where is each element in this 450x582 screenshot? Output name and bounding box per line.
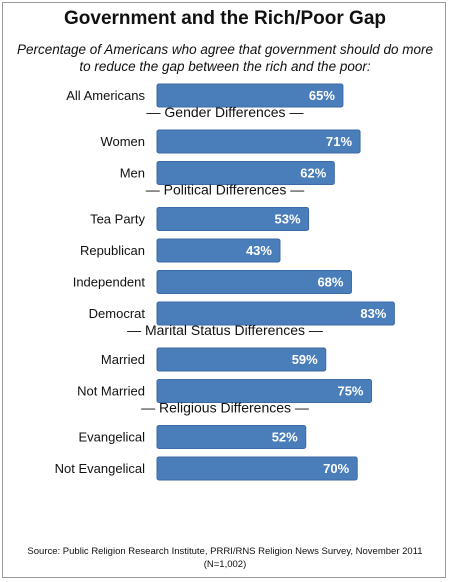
value-label-independent: 68% xyxy=(317,275,343,290)
bar-men xyxy=(156,161,335,185)
category-label-not-evangelical: Not Evangelical xyxy=(55,461,145,476)
section-label-marital-status-differences: — Marital Status Differences — xyxy=(127,322,323,338)
value-label-women: 71% xyxy=(326,134,352,149)
bar-democrat xyxy=(156,301,395,326)
category-label-democrat: Democrat xyxy=(89,306,146,321)
category-label-evangelical: Evangelical xyxy=(79,430,146,445)
bar-republican xyxy=(156,238,281,263)
section-label-religious-differences: — Religious Differences — xyxy=(141,400,309,416)
bar-not-evangelical xyxy=(156,456,358,481)
category-label-all-americans: All Americans xyxy=(66,88,145,103)
value-label-all-americans: 65% xyxy=(309,88,335,103)
chart-subtitle: Percentage of Americans who agree that g… xyxy=(17,42,433,74)
bar-not-married xyxy=(156,379,372,403)
category-label-men: Men xyxy=(120,166,145,181)
bar-married xyxy=(156,347,327,372)
bar-women xyxy=(156,129,361,154)
category-label-women: Women xyxy=(100,134,145,149)
category-label-republican: Republican xyxy=(80,243,145,258)
value-label-men: 62% xyxy=(300,166,326,181)
bar-tea-party xyxy=(156,207,310,231)
category-label-married: Married xyxy=(101,352,145,367)
category-label-independent: Independent xyxy=(73,275,146,290)
category-label-not-married: Not Married xyxy=(77,384,145,399)
category-label-tea-party: Tea Party xyxy=(90,212,145,227)
value-label-married: 59% xyxy=(292,352,318,367)
bar-all-americans xyxy=(156,83,344,108)
bar-independent xyxy=(156,270,352,294)
section-label-gender-differences: — Gender Differences — xyxy=(147,104,304,120)
value-label-not-evangelical: 70% xyxy=(323,461,349,476)
value-label-republican: 43% xyxy=(246,243,272,258)
value-label-evangelical: 52% xyxy=(272,430,298,445)
value-label-democrat: 83% xyxy=(360,306,386,321)
value-label-not-married: 75% xyxy=(337,384,363,399)
section-label-political-differences: — Political Differences — xyxy=(146,182,304,198)
bar-evangelical xyxy=(156,425,307,449)
value-label-tea-party: 53% xyxy=(275,212,301,227)
chart-title: Government and the Rich/Poor Gap xyxy=(64,8,386,29)
source-note: Source: Public Religion Research Institu… xyxy=(27,546,423,570)
